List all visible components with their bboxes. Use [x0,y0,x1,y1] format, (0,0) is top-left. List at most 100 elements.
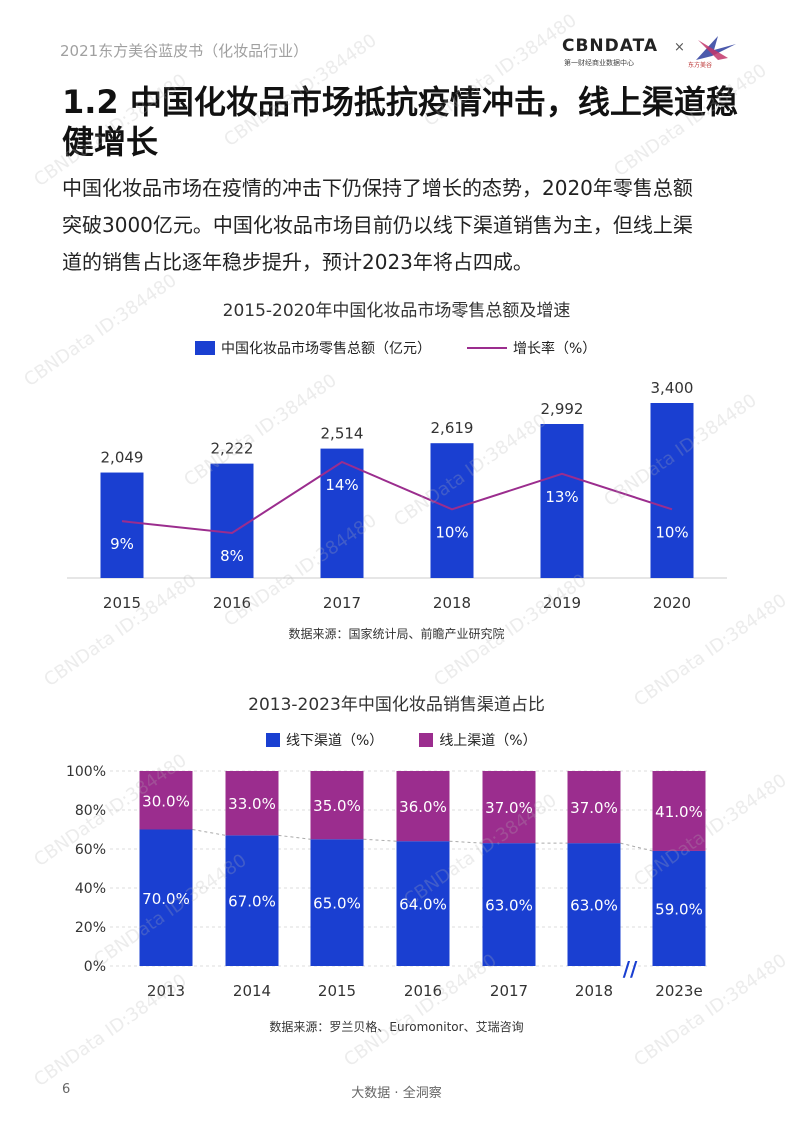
chart1-line-label: 10% [435,523,468,541]
section-title: 1.2 中国化妆品市场抵抗疫情冲击，线上渠道稳 健增长 [62,82,742,162]
chart2-bar-online [310,771,364,840]
chart2-x-tick-label: 2015 [318,982,356,1000]
chart1-line-label: 9% [110,535,134,553]
chart2-bar-offline [652,850,706,966]
chart2-bar-online [139,771,193,830]
chart2-bar-offline [396,841,450,966]
chart2-connector [620,842,653,852]
chart2-plot: 0% 20% 40% 60% 80% 100% 70.0% 30.0% 2013 67.0% 33.… [66,764,710,1000]
chart2-axis-break-mark: // [623,957,638,981]
chart1-bar [210,463,254,578]
chart2-bar-offline [482,843,536,966]
chart2-y-tick-label: 20% [75,920,106,936]
chart1-x-tick-label: 2018 [433,594,471,612]
chart1-x-tick-label: 2020 [653,594,691,612]
partner-star-logo [696,36,736,60]
chart1-legend-line-label: 增长率（%） [513,341,597,357]
logo-group: CBNDATA 第一财经商业数据中心 × 东方美谷 [562,30,742,72]
chart2-source: 数据来源：罗兰贝格、Euromonitor、艾瑞咨询 [269,1020,524,1034]
chart2-y-tick-label: 100% [66,764,106,780]
chart1-plot: 2,049 2015 2,222 2016 2,514 2017 2,619 2018 2,99… [67,379,727,612]
chart1-line-label: 13% [545,488,578,506]
chart2-offline-label: 63.0% [485,897,533,915]
chart2-legend-online-label: 线上渠道（%） [439,733,537,749]
chart2-connector [278,834,311,840]
body-line-3: 道的销售占比逐年稳步提升，预计2023年将占四成。 [62,250,533,274]
chart1-bar [100,472,144,578]
chart2-offline-label: 64.0% [399,896,447,914]
chart1-growth-line [121,460,673,535]
chart2-online-label: 33.0% [228,795,276,813]
chart2-bar-offline [567,843,621,966]
chart2-offline-label: 63.0% [570,897,618,915]
chart2-offline-label: 65.0% [313,895,361,913]
chart1-x-tick-label: 2017 [323,594,361,612]
chart2-legend: 线下渠道（%） 线上渠道（%） [266,730,537,750]
chart2-connector [192,829,226,836]
chart2-x-tick-label: 2023e [655,982,702,1000]
chart1-bar [430,443,474,578]
chart2-legend-offline-swatch [266,733,280,747]
chart2-bar-online [567,771,621,844]
chart2-connector [449,840,483,844]
chart1-title: 2015-2020年中国化妆品市场零售总额及增速 [222,301,571,321]
chart1-line-label: 8% [220,547,244,565]
section-title-line-1: 1.2 中国化妆品市场抵抗疫情冲击，线上渠道稳 [62,83,738,121]
chart2-online-label: 30.0% [142,792,190,810]
chart2-bar-online [396,771,450,842]
chart2-bar-offline [310,839,364,966]
chart2-online-label: 36.0% [399,798,447,816]
chart1-x-tick-label: 2019 [543,594,581,612]
chart2-connector [363,838,397,842]
chart2-bar-offline [225,835,279,966]
chart1-bar-label: 2,049 [101,449,144,467]
body-line-2: 突破3000亿元。中国化妆品市场目前仍以线下渠道销售为主，但线上渠 [62,213,693,237]
section-body: 中国化妆品市场在疫情的冲击下仍保持了增长的态势，2020年零售总额 突破3000… [62,170,742,281]
chart1-bar [540,424,584,578]
footer-slogan: 大数据 · 全洞察 [351,1086,442,1101]
chart2-bar-online [652,771,706,851]
chart1-bar-label: 3,400 [651,379,694,397]
chart1-line-label: 14% [325,476,358,494]
section-title-line-2: 健增长 [62,123,159,161]
chart1-legend-line-swatch [467,347,507,349]
chart2-x-tick-label: 2014 [233,982,271,1000]
chart2-y-tick-label: 40% [75,881,106,897]
chart2-title: 2013-2023年中国化妆品销售渠道占比 [248,695,545,715]
page-number: 6 [62,1082,71,1097]
body-line-1: 中国化妆品市场在疫情的冲击下仍保持了增长的态势，2020年零售总额 [62,176,693,200]
chart1-bar [650,403,694,578]
chart2-legend-online-swatch [419,733,434,747]
chart2-legend-offline-label: 线下渠道（%） [286,733,384,749]
chart2-online-label: 35.0% [313,797,361,815]
chart2-bar-online [225,771,279,836]
chart2-y-tick-label: 60% [75,842,106,858]
chart1-bar-label: 2,619 [431,419,474,437]
chart1-legend-bar-label: 中国化妆品市场零售总额（亿元） [221,341,431,357]
cbndata-logo: CBNDATA [562,36,659,56]
chart2-y-tick-label: 0% [84,959,106,975]
chart2-x-tick-label: 2013 [147,982,185,1000]
chart1-bar-label: 2,992 [541,400,584,418]
chart2-x-tick-label: 2017 [490,982,528,1000]
report-title: 2021东方美谷蓝皮书（化妆品行业） [60,42,309,60]
chart2-online-label: 37.0% [485,799,533,817]
chart2-online-label: 41.0% [655,803,703,821]
logo-cross: × [674,40,685,55]
chart1-line-label: 10% [655,523,688,541]
chart2-bar-offline [139,829,193,966]
chart2-online-label: 37.0% [570,799,618,817]
chart1-legend-bar-swatch [195,341,215,355]
chart1-legend: 中国化妆品市场零售总额（亿元） 增长率（%） [195,338,596,358]
chart1-source: 数据来源：国家统计局、前瞻产业研究院 [288,627,505,641]
chart1-bar-label: 2,514 [321,425,364,443]
cbndata-logo-subtitle: 第一财经商业数据中心 [564,59,634,67]
chart2-offline-label: 70.0% [142,890,190,908]
chart2-x-tick-label: 2016 [404,982,442,1000]
chart1-bar-label: 2,222 [211,440,254,458]
chart2-offline-label: 59.0% [655,900,703,918]
partner-logo-text: 东方美谷 [688,62,713,69]
chart1-x-tick-label: 2015 [103,594,141,612]
chart2-y-tick-label: 80% [75,803,106,819]
chart2-offline-label: 67.0% [228,893,276,911]
